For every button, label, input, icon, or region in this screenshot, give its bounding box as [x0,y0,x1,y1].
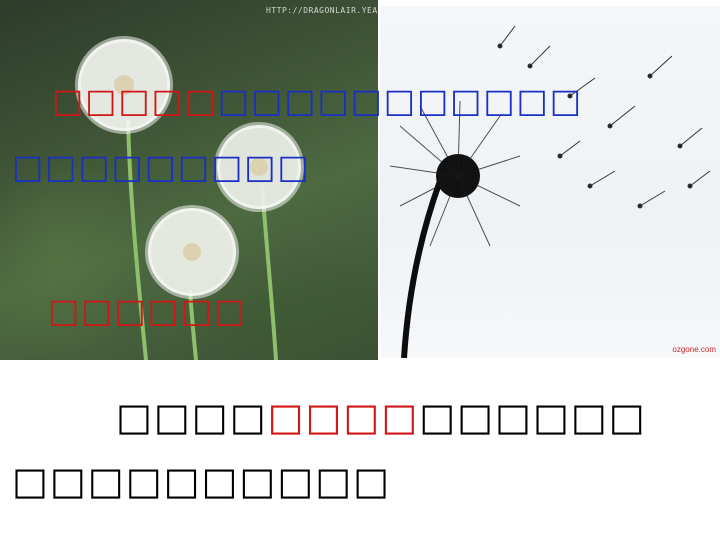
overlay-line-3: □□□□□□ [48,294,247,327]
caption-line-1-black-b: □□□□□□ [419,395,647,439]
overlay-line-1-red: □□□□□ [52,81,218,120]
overlay-line-2-blue: □□□□□□□□□ [12,147,311,186]
caption-line-1: □□□□□□□□□□□□□□ [116,398,647,436]
dandelion-silhouette [389,25,711,358]
dandelion-photo-left: HTTP://DRAGONLAIR.YEAH.NET [0,0,378,360]
dandelion-photo-right: ozgone.com [380,6,720,358]
dandelion-illustration [75,36,304,360]
overlay-line-1-blue: □□□□□□□□□□□ [217,81,583,120]
caption-line-1-red: □□□□ [267,395,420,439]
caption-line-2-black: □□□□□□□□□□ [12,459,392,503]
image-watermark: HTTP://DRAGONLAIR.YEAH.NET [266,6,378,15]
corner-logo: ozgone.com [672,345,716,354]
caption-line-1-black-a: □□□□ [116,395,268,439]
caption-line-2: □□□□□□□□□□ [12,462,391,500]
overlay-line-2: □□□□□□□□□ [12,150,311,183]
overlay-line-1: □□□□□□□□□□□□□□□□ [52,84,583,117]
overlay-line-3-red: □□□□□□ [48,291,248,330]
